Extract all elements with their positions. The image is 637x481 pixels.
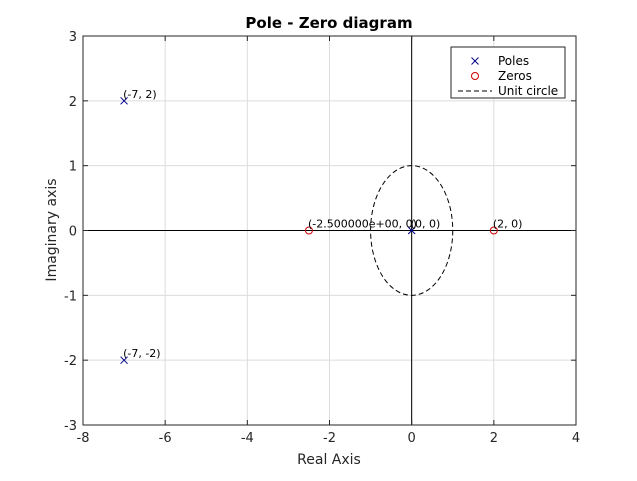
y-tick-label: 1 — [69, 160, 77, 175]
legend-zeros-marker — [471, 72, 479, 80]
y-tick-label: 3 — [69, 30, 77, 45]
zero-marker — [304, 226, 313, 235]
legend-unit-circle-label: Unit circle — [498, 84, 558, 98]
x-tick-label: 0 — [408, 431, 416, 446]
pole-annotation: (0, 0) — [411, 218, 441, 231]
x-tick-label: -8 — [77, 431, 90, 446]
legend-zeros-label: Zeros — [498, 69, 532, 83]
legend-box — [450, 46, 566, 99]
y-tick-label: -1 — [64, 289, 77, 304]
x-tick-label: 4 — [572, 431, 580, 446]
x-tick-label: -6 — [159, 431, 172, 446]
x-axis-label: Real Axis — [297, 452, 361, 468]
zero-annotation: (-2.500000e+00, 0) — [308, 218, 417, 231]
legend-poles-marker-stroke — [471, 57, 479, 65]
pole-marker-stroke — [407, 226, 416, 235]
pole-marker — [120, 356, 128, 365]
chart-title: Pole - Zero diagram — [245, 14, 412, 32]
data-points — [120, 96, 498, 365]
point-annotations: (-7, 2) (-7, -2) (0, 0)(-2.500000e+00, 0) (… — [123, 88, 522, 360]
unit-circle — [370, 165, 454, 296]
pole-marker — [407, 226, 416, 235]
y-tick-label: -3 — [64, 419, 77, 434]
pole-marker-stroke — [120, 96, 128, 105]
zero-marker — [489, 226, 498, 235]
x-tick-label: -4 — [241, 431, 254, 446]
unit-circle-layer — [370, 165, 454, 296]
pole-marker — [120, 96, 128, 105]
y-axis-label: Imaginary axis — [44, 178, 60, 281]
legend-poles-label: Poles — [498, 54, 529, 68]
y-tick-label: -2 — [64, 354, 77, 369]
pole-annotation: (-7, -2) — [123, 347, 161, 360]
y-tick-label: 0 — [69, 225, 77, 240]
legend-poles-marker — [471, 57, 479, 65]
tick-labels: -8 -6 -4 -2 0 2 4 -3 -2 -1 0 1 2 3 — [64, 30, 580, 446]
x-tick-label: 2 — [490, 431, 498, 446]
pole-annotation: (-7, 2) — [123, 88, 157, 101]
pole-marker-stroke — [120, 356, 128, 365]
x-tick-label: -2 — [323, 431, 336, 446]
ticks — [82, 35, 577, 426]
y-tick-label: 2 — [69, 95, 77, 110]
zero-annotation: (2, 0) — [493, 218, 523, 231]
